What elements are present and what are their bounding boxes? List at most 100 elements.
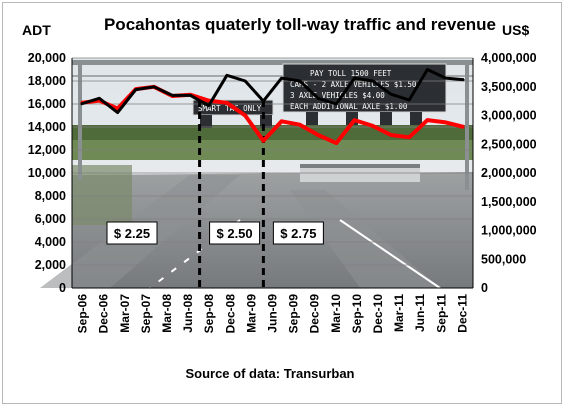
x-tick-label: Sep-06 (76, 294, 90, 334)
revenue-point (226, 74, 228, 77)
y-left-tick-label: 10,000 (28, 166, 66, 180)
x-tick-label: Sep-07 (139, 294, 153, 334)
y-left-axis-label: ADT (22, 22, 51, 38)
traffic-point (408, 136, 411, 139)
y-left-tick-labels: 0 2,000 4,000 6,000 8,000 10,000 12,000 14,000 1… (28, 51, 66, 295)
revenue-point (463, 79, 465, 81)
revenue-point (80, 103, 82, 105)
revenue-line (80, 68, 465, 115)
y-left-tick-label: 0 (59, 281, 66, 295)
revenue-point (244, 80, 246, 82)
revenue-point (390, 93, 392, 96)
revenue-point (371, 80, 374, 82)
x-tick-label: Sep-10 (350, 294, 364, 334)
y-left-tick-label: 6,000 (35, 212, 66, 226)
x-tick-label: Mar-09 (244, 294, 258, 333)
traffic-point (463, 126, 465, 128)
y-right-tick-label: 3,500,000 (481, 80, 537, 94)
y-left-tick-label: 16,000 (28, 97, 66, 111)
traffic-point (371, 125, 374, 127)
x-tick-label: Sep-09 (287, 294, 301, 334)
smart-tag-sign-text: SMART TAG ONLY (198, 104, 262, 113)
toll-price-label: $ 2.25 (114, 226, 150, 241)
x-tick-label: Mar-08 (160, 294, 174, 333)
traffic-point (280, 120, 283, 123)
y-right-tick-label: 4,000,000 (481, 51, 537, 65)
y-right-tick-label: 2,000,000 (481, 166, 537, 180)
x-tick-label: Dec-09 (308, 294, 322, 334)
axes (71, 58, 474, 289)
y-right-tick-label: 500,000 (481, 252, 526, 266)
toll-price-label: $ 2.50 (217, 226, 253, 241)
source-note: Source of data: Transurban (185, 366, 354, 381)
revenue-point (317, 97, 319, 100)
toll-price-sign-text: PAY TOLL 1500 FEET CARS - 2 AXLE VEHICLES… (290, 69, 417, 111)
traffic-point (226, 102, 228, 104)
traffic-point (317, 134, 319, 136)
chart-title: Pocahontas quaterly toll-way traffic and… (104, 15, 496, 34)
toll-sign-line: PAY TOLL 1500 FEET (310, 69, 392, 78)
traffic-point (244, 114, 246, 117)
toll-sign-line: EACH ADDITIONAL AXLE $1.00 (290, 102, 408, 111)
traffic-point (390, 134, 392, 136)
revenue-point (153, 85, 155, 88)
revenue-point (98, 97, 101, 100)
x-tick-labels: Sep-06 Dec-06 Mar-07 Sep-07 Mar-08 Jun-08 Sep-… (76, 294, 470, 334)
revenue-point (134, 88, 137, 91)
x-tick-label: Sep-08 (202, 294, 216, 334)
y-left-tick-label: 18,000 (28, 74, 66, 88)
y-left-tick-label: 14,000 (28, 120, 66, 134)
x-tick-label: Dec-11 (455, 294, 469, 333)
y-left-tick-label: 4,000 (35, 235, 66, 249)
revenue-point (299, 80, 301, 82)
traffic-point (262, 140, 265, 142)
traffic-point (353, 119, 356, 121)
revenue-point (116, 111, 119, 114)
revenue-point (444, 77, 447, 79)
traffic-point (444, 121, 447, 124)
y-left-tick-label: 20,000 (28, 51, 66, 65)
toll-price-labels: $ 2.25 $ 2.50 $ 2.75 (106, 221, 324, 245)
x-tick-label: Dec-10 (371, 294, 385, 334)
traffic-point (335, 142, 338, 144)
toll-sign-line: CARS - 2 AXLE VEHICLES $1.50 (290, 80, 417, 89)
y-right-axis-label: US$ (502, 22, 529, 38)
traffic-point (116, 107, 119, 110)
x-tick-label: Mar-10 (329, 294, 343, 333)
toll-price-label: $ 2.75 (280, 226, 316, 241)
revenue-point (280, 77, 283, 79)
y-right-tick-label: 1,000,000 (481, 224, 537, 238)
series-lines (80, 68, 465, 146)
y-right-tick-label: 2,500,000 (481, 137, 537, 151)
traffic-point (207, 99, 210, 102)
y-left-tick-label: 2,000 (35, 258, 66, 272)
revenue-point (189, 94, 192, 97)
y-right-tick-label: 0 (481, 281, 488, 295)
revenue-point (426, 68, 429, 71)
y-left-tick-label: 12,000 (28, 143, 66, 157)
toll-sign-line: 3 AXLE VEHICLES $4.00 (290, 91, 385, 100)
x-tick-label: Sep-11 (434, 294, 448, 333)
x-tick-label: Jun-11 (413, 294, 427, 332)
revenue-point (335, 103, 338, 105)
traffic-point (426, 119, 429, 121)
revenue-point (262, 100, 265, 102)
traffic-point (299, 123, 301, 126)
x-tick-label: Dec-06 (97, 294, 111, 334)
revenue-point (353, 77, 356, 79)
x-tick-label: Jun-09 (266, 294, 280, 333)
toll-change-dividers (198, 100, 265, 288)
revenue-point (171, 94, 174, 97)
x-tick-label: Mar-11 (392, 294, 406, 332)
toll-price-box: $ 2.25 (106, 221, 158, 245)
y-right-tick-labels: 0 500,000 1,000,000 1,500,000 2,000,000 2,500… (481, 51, 537, 295)
x-tick-label: Mar-07 (118, 294, 132, 333)
x-tick-label: Dec-08 (223, 294, 237, 334)
toll-price-box: $ 2.75 (272, 221, 324, 245)
y-right-tick-label: 1,500,000 (481, 195, 537, 209)
revenue-point (408, 99, 411, 101)
revenue-point (207, 104, 210, 107)
y-right-tick-label: 3,000,000 (481, 109, 537, 123)
x-tick-label: Jun-08 (181, 294, 195, 333)
